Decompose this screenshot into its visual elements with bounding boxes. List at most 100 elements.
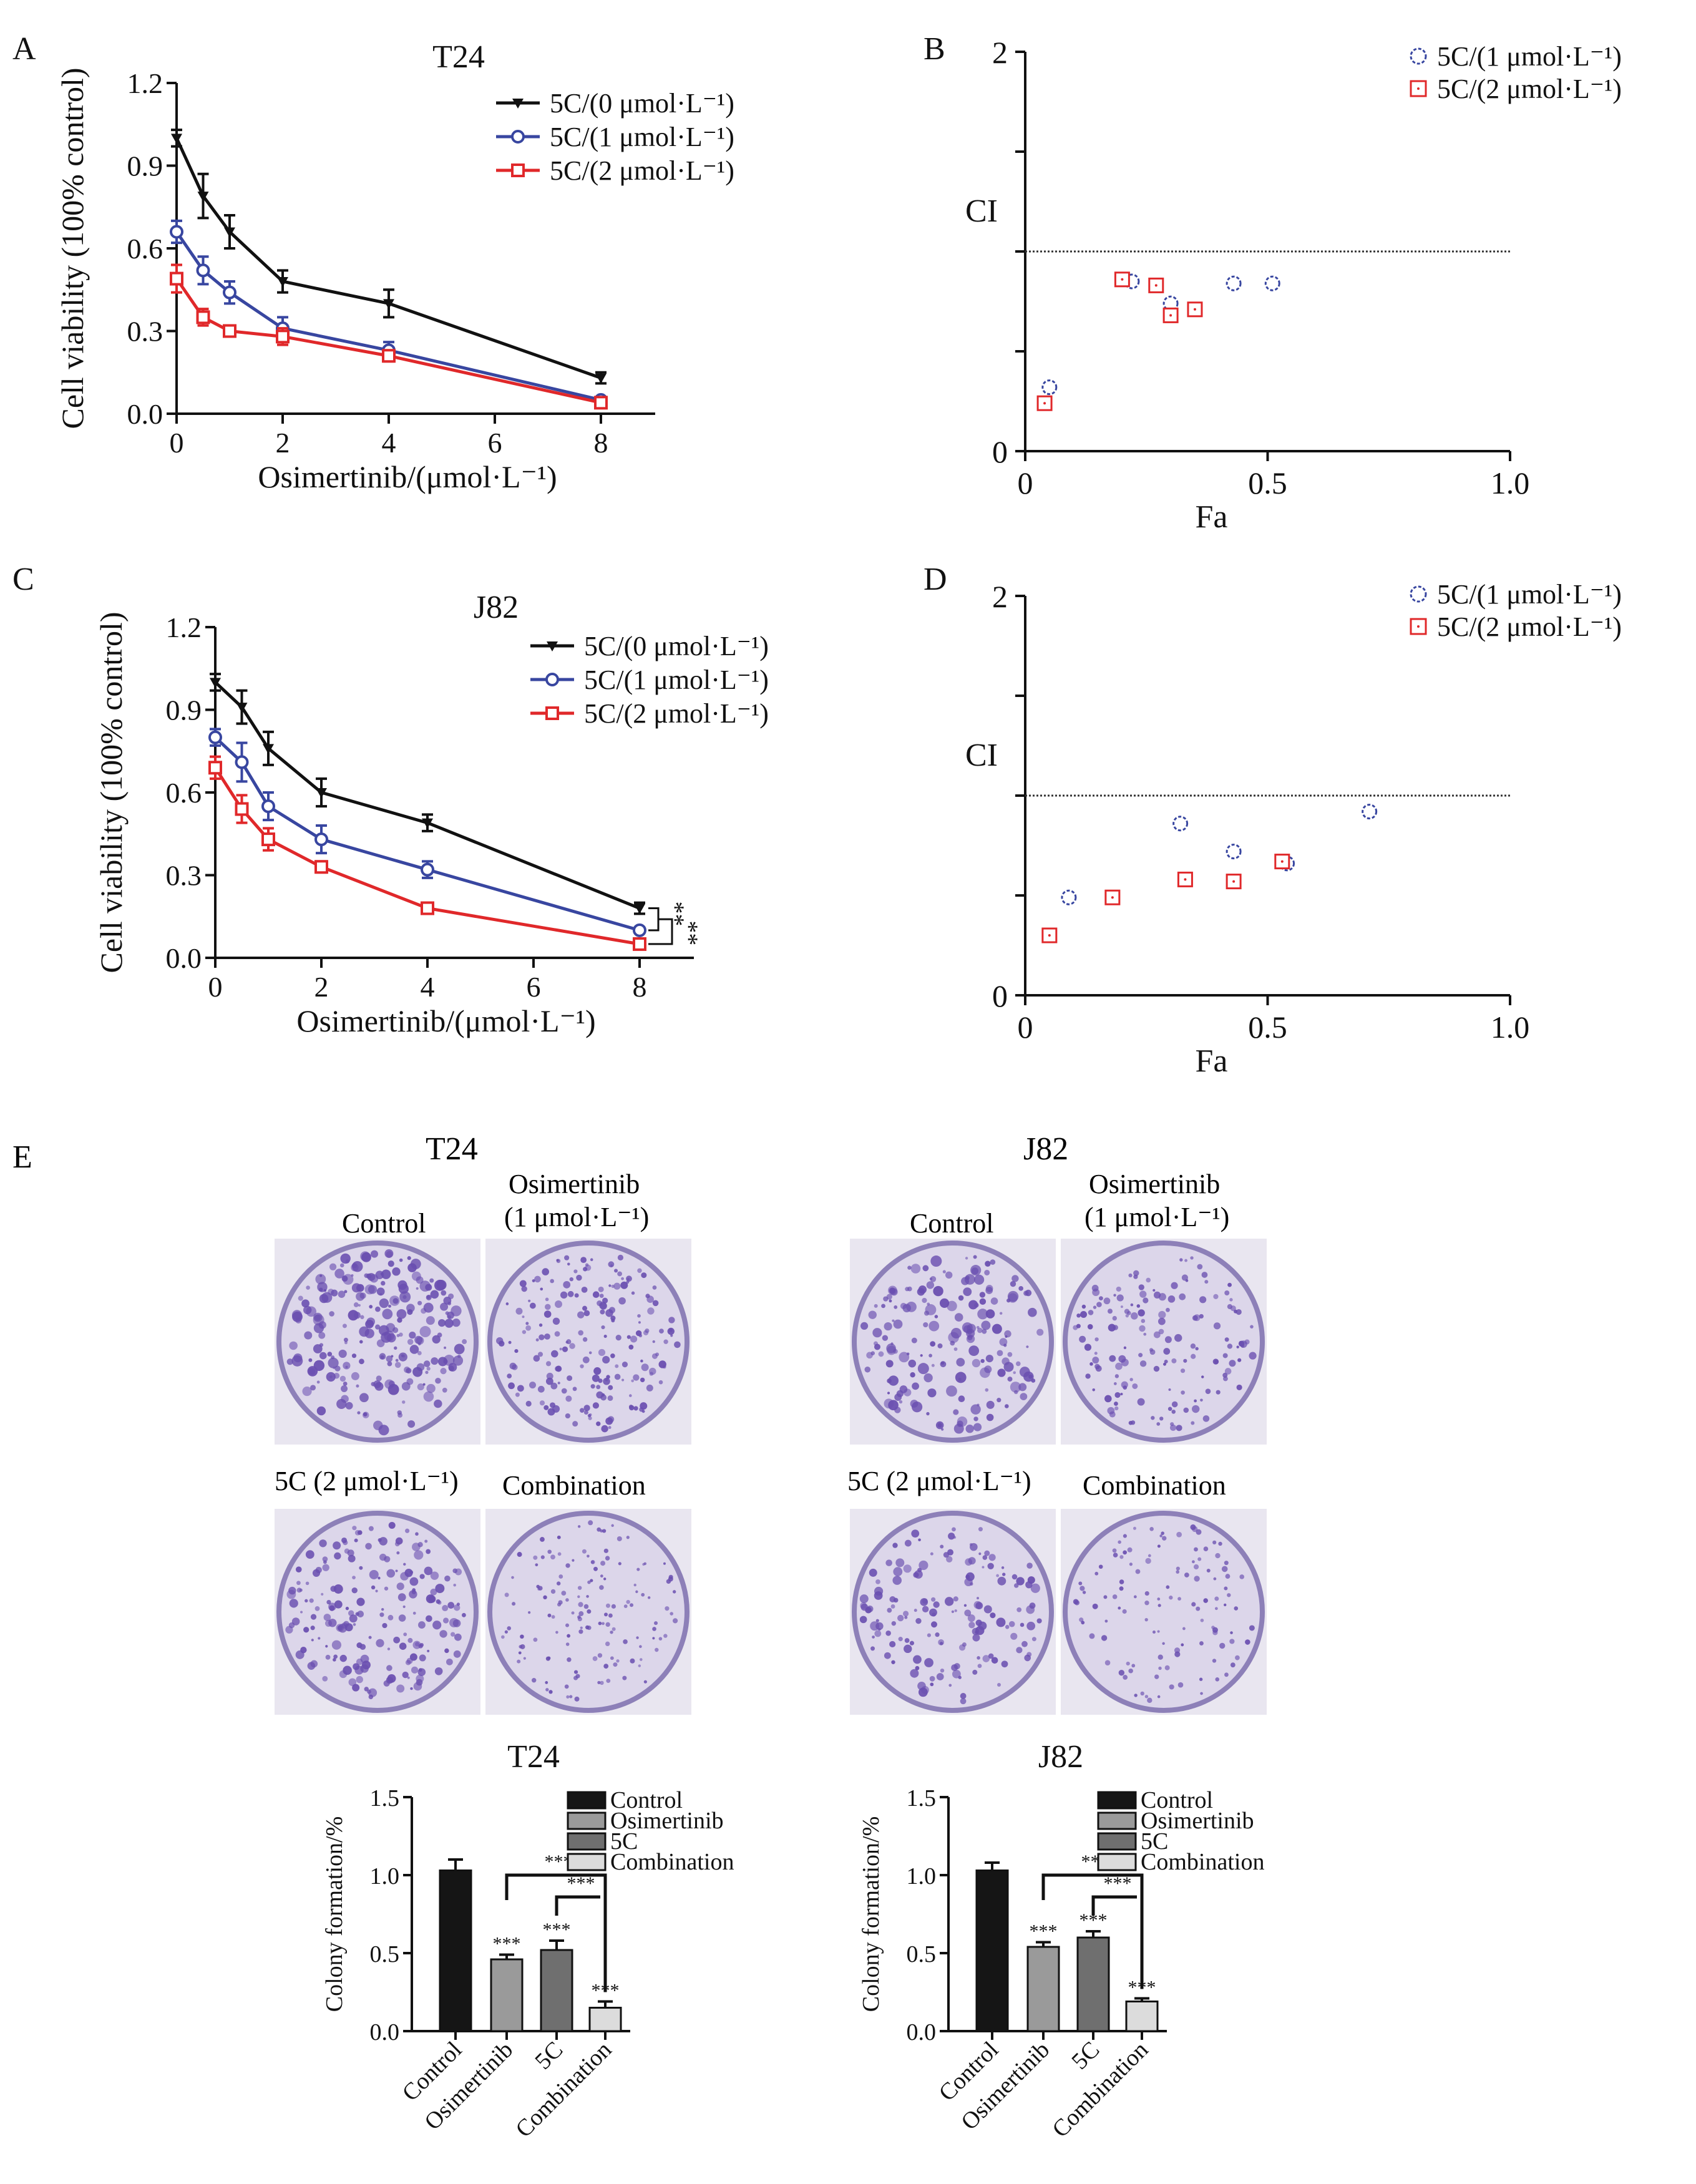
colony-dot: [1158, 1310, 1166, 1319]
colony-dot: [436, 1599, 441, 1604]
colony-dot: [1081, 1621, 1085, 1625]
colony-dot: [893, 1348, 898, 1354]
y-tick-label-e-j82: 0.5: [907, 1941, 937, 1967]
colony-dot: [973, 1423, 982, 1431]
colony-dot: [1171, 1282, 1178, 1289]
colony-dot: [1130, 1303, 1134, 1307]
colony-dot: [928, 1320, 940, 1332]
colony-dot: [417, 1342, 421, 1346]
colony-dot: [868, 1310, 877, 1319]
colony-dot: [977, 1664, 982, 1669]
colony-dot: [318, 1332, 326, 1339]
colony-dot: [354, 1665, 364, 1675]
colony-dot: [587, 1626, 592, 1631]
colony-dot: [461, 1612, 466, 1617]
colony-dot: [1137, 1398, 1145, 1406]
ci-point-center-d: [1280, 860, 1284, 863]
colony-dot: [1073, 1599, 1079, 1605]
y-axis-label-b: CI: [965, 193, 998, 229]
colony-dot: [602, 1297, 608, 1304]
colony-dot: [875, 1579, 880, 1584]
colony-dot: [652, 1627, 656, 1631]
colony-dot: [1200, 1618, 1204, 1622]
colony-dot: [638, 1321, 641, 1324]
colony-dot: [525, 1400, 532, 1407]
colony-dot: [567, 1657, 572, 1662]
colony-dot: [937, 1423, 942, 1428]
y-axis-label-a: Cell viability (100% control): [55, 67, 90, 429]
colony-dot: [940, 1361, 945, 1365]
colony-dot: [670, 1612, 674, 1616]
colony-dot: [1169, 1596, 1173, 1600]
colony-dot: [645, 1294, 650, 1299]
colony-dot: [630, 1335, 638, 1343]
colony-dot: [566, 1695, 570, 1699]
colony-dot: [306, 1285, 310, 1290]
colony-dot: [1185, 1279, 1189, 1282]
colony-plate-j82-control-image: [852, 1241, 1054, 1443]
y-tick-label-e-t24: 1.0: [370, 1863, 400, 1889]
colony-dot: [331, 1355, 335, 1360]
colony-dot: [342, 1324, 347, 1328]
sig-bracket-e-j82: [1041, 1873, 1144, 1989]
colony-dot: [1107, 1309, 1113, 1314]
colony-dot: [406, 1368, 412, 1374]
x-tick-label-c: 6: [527, 971, 541, 1003]
sig-label-e-t24: ***: [543, 1919, 571, 1940]
colony-dot: [388, 1380, 395, 1387]
colony-dot: [334, 1552, 341, 1560]
colony-dot: [582, 1356, 590, 1363]
colony-dot: [314, 1606, 320, 1611]
colony-dot: [308, 1358, 313, 1362]
colony-dot: [402, 1671, 409, 1679]
colony-dot: [381, 1607, 384, 1611]
colony-dot: [1171, 1401, 1178, 1408]
colony-dot: [1104, 1619, 1108, 1623]
colony-dot: [955, 1372, 967, 1383]
colony-dot: [1124, 1309, 1130, 1314]
colony-dot: [1239, 1341, 1242, 1344]
sig-bracket-e-t24: [555, 1895, 600, 1916]
colony-dot: [931, 1363, 935, 1367]
colony-dot: [1125, 1314, 1129, 1318]
colony-dot: [894, 1393, 902, 1402]
colony-dot: [875, 1619, 879, 1622]
colony-dot: [539, 1323, 543, 1327]
colony-dot: [442, 1617, 449, 1624]
colony-dot: [411, 1271, 421, 1281]
colony-dot: [565, 1395, 572, 1402]
colony-dot: [1174, 1333, 1182, 1342]
colony-dot: [557, 1382, 560, 1385]
bar-e-j82: [975, 1870, 1009, 2032]
colony-dot: [504, 1630, 508, 1634]
colony-dot: [970, 1404, 981, 1415]
colony-dot: [359, 1340, 363, 1344]
colony-dot: [382, 1622, 387, 1629]
colony-dot: [583, 1604, 589, 1609]
colony-dot: [382, 1309, 393, 1320]
colony-dot: [1018, 1286, 1023, 1291]
colony-dot: [395, 1537, 403, 1545]
colony-dot: [1200, 1692, 1203, 1695]
colony-dot: [1123, 1534, 1127, 1538]
data-point-c: [421, 901, 434, 915]
colony-dot: [887, 1378, 892, 1383]
colony-dot: [496, 1337, 504, 1345]
colony-dot: [316, 1406, 326, 1416]
colony-dot: [1179, 1293, 1186, 1300]
colony-dot: [1194, 1547, 1198, 1552]
colony-dot: [413, 1682, 422, 1691]
colony-dot: [374, 1382, 384, 1391]
colony-dot: [528, 1299, 531, 1302]
colony-dot: [529, 1302, 536, 1309]
colony-dot: [380, 1355, 384, 1360]
colony-dot: [351, 1587, 358, 1594]
colony-dot: [622, 1675, 627, 1680]
colony-dot: [328, 1357, 339, 1368]
colony-dot: [575, 1674, 580, 1679]
colony-dot: [1249, 1625, 1255, 1631]
panel-letter-e: E: [12, 1139, 32, 1175]
colony-dot: [444, 1648, 449, 1654]
colony-dot: [1196, 1606, 1201, 1611]
colony-dot: [1200, 1398, 1203, 1402]
